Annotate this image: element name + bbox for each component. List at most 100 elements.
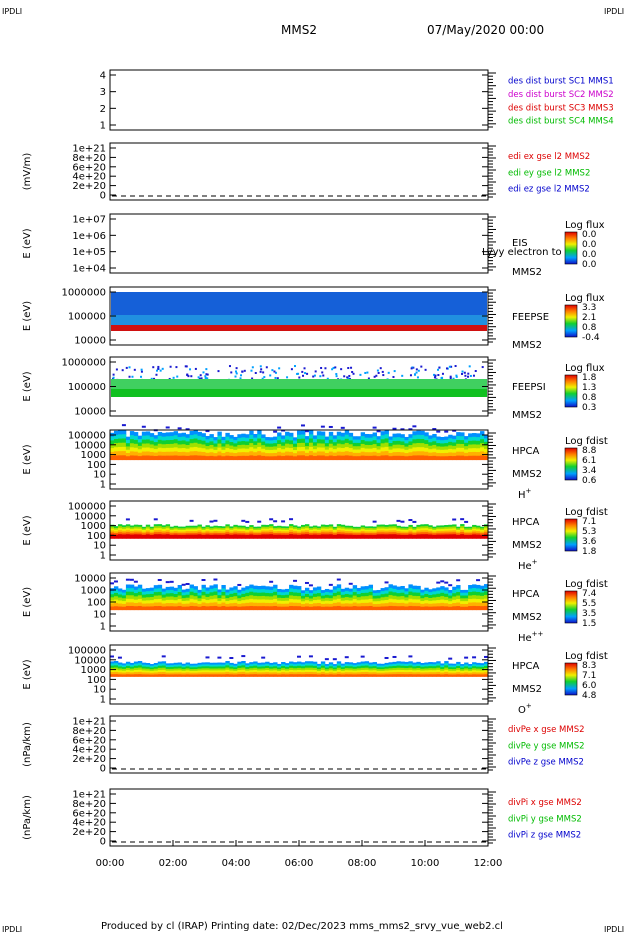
heatmap-cell	[117, 594, 123, 599]
heatmap-cell	[285, 588, 290, 593]
heatmap-cell	[285, 536, 290, 539]
heatmap-cell	[157, 584, 163, 589]
feepsi-dot	[301, 370, 304, 373]
heatmap-cell	[221, 456, 226, 461]
heatmap-cell	[129, 598, 135, 604]
heatmap-cell	[420, 536, 425, 539]
heatmap-cell	[181, 667, 186, 670]
heatmap-cell	[285, 439, 290, 445]
heatmap-cell	[225, 663, 230, 666]
heatmap-cell	[121, 446, 127, 452]
heatmap-cell	[344, 455, 350, 461]
heatmap-cell	[173, 672, 179, 675]
heatmap-cell	[217, 592, 222, 596]
heatmap-cell	[161, 525, 167, 528]
heatmap-cell	[249, 451, 254, 456]
heatmap-cell	[293, 443, 298, 448]
heatmap-cell	[269, 580, 274, 583]
heatmap-cell	[480, 533, 485, 536]
heatmap-cell	[213, 446, 218, 451]
heatmap-cell	[261, 534, 266, 537]
heatmap-cell	[153, 435, 159, 440]
heatmap-cell	[448, 532, 453, 535]
heatmap-cell	[468, 529, 473, 533]
heatmap-cell	[157, 455, 163, 461]
heatmap-cell	[484, 594, 489, 600]
heatmap-cell	[376, 452, 381, 457]
heatmap-cell	[285, 455, 290, 461]
heatmap-cell	[408, 428, 413, 431]
heatmap-cell	[396, 593, 401, 598]
heatmap-cell	[428, 435, 433, 440]
heatmap-cell	[217, 431, 222, 437]
heatmap-cell	[320, 425, 325, 428]
heatmap-cell	[217, 668, 222, 671]
heatmap-cell	[149, 455, 155, 461]
instrument-label: HPCA	[512, 661, 540, 672]
heatmap-cell	[484, 591, 489, 596]
heatmap-cell	[448, 668, 453, 672]
heatmap-cell	[249, 528, 254, 532]
heatmap-cell	[392, 534, 397, 537]
heatmap-cell	[396, 519, 401, 522]
heatmap-cell	[356, 672, 362, 675]
heatmap-cell	[110, 536, 115, 539]
heatmap-cell	[237, 606, 242, 611]
heatmap-cell	[452, 524, 457, 527]
heatmap-cell	[432, 672, 437, 675]
heatmap-cell	[436, 674, 441, 677]
heatmap-cell	[336, 598, 342, 603]
heatmap-cell	[265, 674, 270, 677]
heatmap-cell	[332, 602, 338, 607]
heatmap-cell	[125, 532, 131, 535]
heatmap-cell	[412, 585, 417, 590]
y-tick-label: 6e+20	[72, 735, 106, 746]
heatmap-cell	[460, 674, 465, 677]
heatmap-cell	[110, 455, 115, 461]
feepsi-dot	[176, 375, 179, 378]
panel-frame-hpca-he	[109, 500, 489, 561]
heatmap-cell	[308, 663, 314, 667]
heatmap-cell	[376, 436, 381, 441]
heatmap-cell	[316, 451, 322, 457]
heatmap-cell	[125, 663, 131, 667]
heatmap-cell	[388, 439, 393, 444]
heatmap-cell	[177, 662, 183, 666]
heatmap-cell	[312, 596, 318, 601]
heatmap-cell	[372, 593, 377, 597]
heatmap-cell	[125, 595, 131, 600]
heatmap-cell	[444, 674, 449, 677]
heatmap-cell	[185, 591, 190, 596]
heatmap-cell	[153, 526, 159, 529]
heatmap-cell	[141, 588, 147, 593]
heatmap-cell	[408, 530, 413, 534]
spacecraft-label: MMS2	[512, 612, 542, 623]
heatmap-cell	[348, 531, 354, 534]
heatmap-cell	[376, 526, 381, 530]
feepsi-dot	[294, 365, 297, 368]
heatmap-cell	[428, 534, 433, 537]
heatmap-cell	[133, 536, 139, 539]
heatmap-cell	[484, 672, 489, 675]
heatmap-cell	[332, 533, 338, 536]
heatmap-cell	[289, 530, 294, 533]
heatmap-cell	[328, 601, 334, 605]
heatmap-cell	[117, 536, 123, 539]
heatmap-cell	[217, 447, 222, 453]
heatmap-cell	[340, 534, 346, 537]
heatmap-cell	[285, 663, 290, 666]
feepsi-dot	[343, 375, 346, 378]
heatmap-cell	[137, 674, 143, 677]
heatmap-cell	[352, 452, 358, 457]
heatmap-cell	[165, 672, 171, 676]
heatmap-cell	[324, 600, 330, 605]
heatmap-cell	[173, 447, 179, 452]
heatmap-cell	[356, 600, 362, 604]
heatmap-cell	[328, 447, 334, 453]
heatmap-cell	[392, 452, 397, 457]
heatmap-cell	[265, 670, 270, 673]
heatmap-cell	[344, 534, 350, 537]
heatmap-cell	[289, 436, 294, 442]
heatmap-cell	[368, 444, 374, 450]
heatmap-cell	[221, 443, 226, 448]
